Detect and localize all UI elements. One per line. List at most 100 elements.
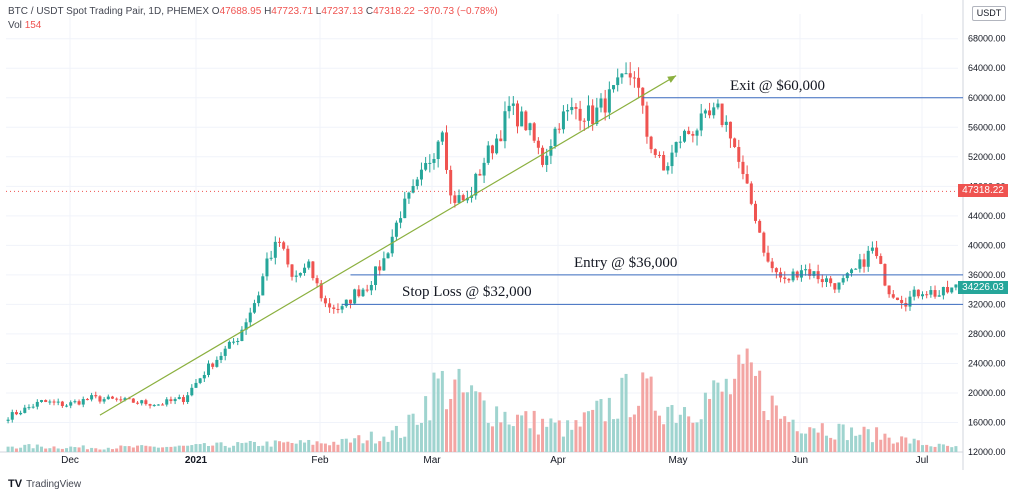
volume-bar bbox=[440, 370, 444, 452]
volume-bar bbox=[695, 422, 699, 452]
volume-bar bbox=[269, 446, 273, 452]
x-tick-label: Mar bbox=[423, 455, 441, 466]
x-tick-label: Dec bbox=[61, 455, 79, 466]
volume-bar bbox=[319, 443, 323, 452]
candle-body bbox=[173, 398, 177, 402]
volume-bar bbox=[799, 433, 803, 452]
candle-body bbox=[808, 269, 812, 276]
candle-body bbox=[770, 261, 774, 269]
candle-body bbox=[528, 123, 532, 131]
candle-body bbox=[461, 195, 465, 201]
volume-bar bbox=[524, 411, 528, 452]
candle-body bbox=[758, 220, 762, 233]
volume-bar bbox=[461, 392, 465, 452]
volume-bar bbox=[532, 410, 536, 452]
volume-bar bbox=[186, 445, 190, 452]
candle-body bbox=[261, 276, 265, 296]
candle-body bbox=[929, 290, 933, 295]
volume-bar bbox=[745, 348, 749, 452]
volume-bar bbox=[908, 443, 912, 452]
volume-bar bbox=[357, 435, 361, 452]
candle-body bbox=[152, 405, 156, 407]
volume-bar bbox=[411, 413, 415, 452]
volume-bar bbox=[687, 416, 691, 452]
candle-body bbox=[641, 87, 645, 106]
candle-body bbox=[294, 275, 298, 277]
volume-bar bbox=[102, 449, 106, 452]
candle-body bbox=[670, 152, 674, 167]
volume-bar bbox=[315, 441, 319, 452]
volume-bar bbox=[340, 438, 344, 452]
volume-bar bbox=[223, 445, 227, 452]
candle-body bbox=[566, 110, 570, 112]
candle-body bbox=[586, 105, 590, 121]
volume-bar bbox=[941, 444, 945, 452]
volume-bar bbox=[35, 444, 39, 452]
volume-bar bbox=[578, 426, 582, 452]
volume-bar bbox=[883, 433, 887, 452]
candle-body bbox=[645, 105, 649, 137]
volume-bar bbox=[432, 372, 436, 452]
volume-bar bbox=[490, 426, 494, 452]
volume-bar bbox=[520, 415, 524, 452]
volume-bar bbox=[173, 446, 177, 452]
y-tick-label: 40000.00 bbox=[968, 240, 1006, 250]
candle-body bbox=[549, 146, 553, 156]
candle-body bbox=[453, 195, 457, 203]
currency-button[interactable]: USDT bbox=[972, 6, 1006, 21]
candle-body bbox=[424, 163, 428, 170]
candle-body bbox=[787, 278, 791, 281]
volume-bar bbox=[541, 418, 545, 452]
volume-bar bbox=[378, 441, 382, 452]
candle-body bbox=[858, 259, 862, 269]
candle-body bbox=[620, 73, 624, 78]
candle-body bbox=[60, 401, 64, 407]
candle-body bbox=[745, 174, 749, 184]
volume-bar bbox=[323, 443, 327, 452]
volume-bar bbox=[637, 405, 641, 452]
volume-bar bbox=[419, 422, 423, 452]
volume-bar bbox=[586, 411, 590, 452]
x-tick-label: Jun bbox=[792, 455, 808, 466]
volume-bar bbox=[728, 394, 732, 452]
volume-bar bbox=[854, 435, 858, 452]
candle-body bbox=[900, 299, 904, 303]
candle-body bbox=[557, 128, 561, 130]
x-tick-label: Feb bbox=[311, 455, 329, 466]
candle-body bbox=[119, 399, 123, 401]
candle-body bbox=[653, 149, 657, 155]
x-tick-label: Jul bbox=[916, 455, 929, 466]
candle-body bbox=[887, 285, 891, 295]
open-label: O bbox=[211, 6, 220, 17]
candle-body bbox=[336, 308, 340, 310]
volume-bar bbox=[98, 449, 102, 452]
volume-bar bbox=[403, 436, 407, 452]
volume-bar bbox=[365, 440, 369, 452]
y-tick-label: 24000.00 bbox=[968, 358, 1006, 368]
volume-bar bbox=[286, 441, 290, 452]
candle-body bbox=[382, 258, 386, 271]
candle-body bbox=[181, 397, 185, 402]
candle-body bbox=[407, 192, 411, 199]
candle-body bbox=[662, 155, 666, 171]
volume-bar bbox=[236, 442, 240, 452]
volume-bar bbox=[73, 447, 77, 452]
volume-bar bbox=[424, 396, 428, 452]
volume-bar bbox=[56, 448, 60, 452]
candle-body bbox=[319, 283, 323, 299]
candle-body bbox=[252, 303, 256, 313]
candle-body bbox=[44, 400, 48, 403]
volume-bar bbox=[741, 363, 745, 452]
candle-body bbox=[428, 162, 432, 164]
volume-bar bbox=[161, 447, 165, 452]
candle-body bbox=[954, 284, 958, 288]
volume-bar bbox=[277, 441, 281, 452]
volume-bar bbox=[879, 439, 883, 452]
candle-body bbox=[632, 77, 636, 79]
volume-bar bbox=[795, 431, 799, 452]
volume-bar bbox=[536, 434, 540, 452]
volume-bar bbox=[720, 391, 724, 452]
cursor-price-tag: 34226.03 bbox=[958, 280, 1008, 294]
tradingview-brand[interactable]: TV TradingView bbox=[8, 478, 81, 490]
